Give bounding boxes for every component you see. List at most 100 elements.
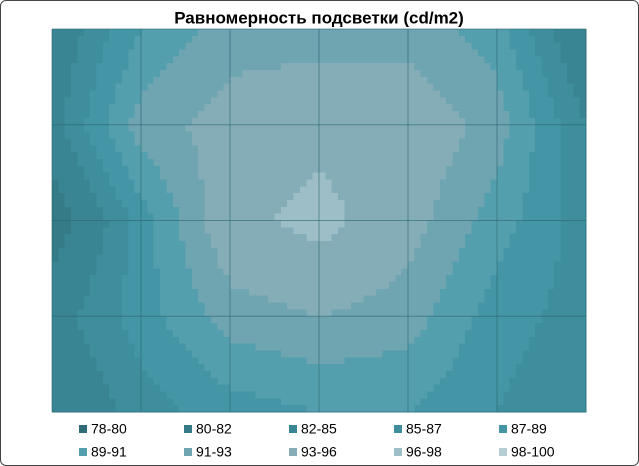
contour-patch <box>280 29 288 37</box>
contour-patch <box>217 391 225 399</box>
contour-patch <box>293 370 301 379</box>
contour-patch <box>566 288 574 297</box>
contour-patch <box>439 117 447 126</box>
contour-patch <box>52 56 59 64</box>
contour-patch <box>573 247 581 256</box>
contour-patch <box>102 220 110 228</box>
contour-patch <box>503 117 511 126</box>
contour-patch <box>439 213 447 222</box>
contour-patch <box>268 247 276 256</box>
contour-patch <box>331 350 339 358</box>
contour-patch <box>102 268 110 276</box>
contour-patch <box>382 241 390 249</box>
contour-patch <box>522 63 530 71</box>
contour-patch <box>350 364 358 372</box>
contour-patch <box>128 165 136 174</box>
contour-patch <box>554 275 562 283</box>
contour-patch <box>58 316 66 324</box>
contour-patch <box>395 117 403 126</box>
contour-patch <box>490 234 498 242</box>
contour-patch <box>204 288 212 297</box>
contour-patch <box>490 42 498 51</box>
contour-patch <box>338 29 346 37</box>
contour-patch <box>439 186 447 194</box>
contour-patch <box>350 350 358 358</box>
contour-patch <box>185 49 193 57</box>
contour-patch <box>230 241 237 249</box>
contour-patch <box>204 329 212 338</box>
contour-patch <box>433 70 441 78</box>
contour-patch <box>522 206 530 215</box>
contour-patch <box>141 90 148 98</box>
contour-patch <box>172 377 180 386</box>
contour-patch <box>217 268 225 276</box>
contour-patch <box>64 206 72 215</box>
contour-patch <box>579 186 587 194</box>
contour-patch <box>465 111 473 119</box>
contour-patch <box>490 97 498 105</box>
contour-patch <box>83 364 91 372</box>
contour-patch <box>268 336 276 345</box>
contour-patch <box>172 172 180 181</box>
contour-patch <box>172 275 180 283</box>
contour-patch <box>350 42 358 51</box>
contour-patch <box>395 384 403 393</box>
contour-patch <box>414 104 422 112</box>
contour-patch <box>522 42 530 51</box>
contour-patch <box>458 63 466 71</box>
contour-patch <box>255 193 263 201</box>
contour-patch <box>528 213 536 222</box>
contour-patch <box>217 241 225 249</box>
contour-patch <box>268 117 276 126</box>
contour-patch <box>566 343 574 352</box>
contour-patch <box>350 398 358 406</box>
contour-patch <box>109 165 117 174</box>
contour-patch <box>191 261 199 269</box>
contour-patch <box>516 282 524 290</box>
contour-patch <box>452 336 460 345</box>
contour-patch <box>306 254 314 263</box>
contour-patch <box>369 227 377 235</box>
contour-patch <box>249 165 257 174</box>
contour-patch <box>509 302 517 311</box>
contour-patch <box>64 398 72 406</box>
contour-patch <box>376 131 384 140</box>
contour-patch <box>516 336 524 345</box>
contour-patch <box>77 172 85 181</box>
contour-patch <box>134 364 142 372</box>
contour-patch <box>128 76 136 85</box>
contour-patch <box>134 323 142 331</box>
contour-patch <box>401 241 409 249</box>
plot-area <box>52 29 587 413</box>
contour-patch <box>566 131 574 140</box>
contour-patch <box>166 329 174 338</box>
contour-patch <box>134 165 142 174</box>
contour-patch <box>382 377 390 386</box>
legend-swatch <box>394 448 402 456</box>
contour-patch <box>236 220 244 228</box>
contour-patch <box>509 179 517 187</box>
contour-patch <box>255 70 263 78</box>
contour-patch <box>121 172 129 181</box>
contour-patch <box>185 145 193 153</box>
contour-patch <box>128 56 136 64</box>
contour-patch <box>210 104 218 112</box>
contour-patch <box>90 247 98 256</box>
contour-patch <box>153 49 161 57</box>
contour-patch <box>331 152 339 160</box>
contour-patch <box>312 76 320 85</box>
contour-patch <box>242 138 250 146</box>
contour-patch <box>172 288 180 297</box>
contour-patch <box>58 206 66 215</box>
contour-patch <box>560 145 568 153</box>
contour-patch <box>471 199 479 208</box>
contour-patch <box>439 165 447 174</box>
contour-patch <box>452 234 460 242</box>
contour-patch <box>166 295 174 304</box>
contour-patch <box>420 364 428 372</box>
contour-patch <box>560 329 568 338</box>
contour-patch <box>166 76 174 85</box>
contour-patch <box>102 295 110 304</box>
contour-patch <box>465 63 473 71</box>
contour-patch <box>287 63 295 71</box>
